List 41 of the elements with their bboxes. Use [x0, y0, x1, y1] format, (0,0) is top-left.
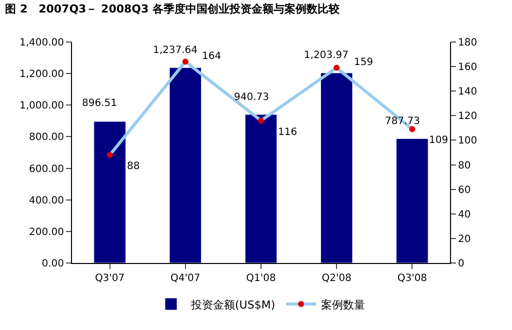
y2-tick-label: 80 [458, 160, 471, 172]
y-tick-label: 1,400.00 [19, 38, 64, 48]
y-tick-label: 600.00 [29, 164, 64, 175]
data-label: 1,237.64 [153, 45, 198, 56]
y2-tick-label: 180 [458, 38, 478, 48]
data-label: 896.51 [82, 98, 117, 109]
y-tick-label: 400.00 [29, 195, 64, 206]
y2-tick-label: 160 [458, 62, 478, 74]
data-label: 787.73 [385, 116, 420, 127]
y2-tick-label: 20 [458, 234, 471, 245]
y2-tick-label: 100 [458, 136, 478, 147]
bar [320, 72, 353, 263]
data-label: 109 [429, 135, 448, 146]
y2-tick-label: 0 [458, 258, 464, 270]
y-tick-label: 1,000.00 [19, 100, 64, 112]
x-tick-label: Q2'08 [322, 273, 352, 284]
y2-tick-label: 120 [458, 111, 478, 122]
bar [169, 67, 202, 263]
chart-title: 图 2 2007Q3－ 2008Q3 各季度中国创业投资金额与案例数比较 [5, 2, 341, 16]
data-label: 940.73 [234, 92, 269, 103]
data-label: 164 [202, 51, 222, 62]
data-label: 116 [278, 127, 298, 138]
y-tick-label: 200.00 [29, 226, 64, 238]
data-label: 159 [354, 57, 374, 68]
x-tick-label: Q4'07 [170, 273, 200, 284]
data-label: 88 [127, 161, 140, 172]
y2-tick-label: 40 [458, 209, 471, 220]
y2-tick-label: 140 [458, 86, 478, 98]
x-tick-label: Q1'08 [246, 273, 276, 284]
legend-label: 投资金额(US$M) [190, 298, 276, 312]
bar [94, 121, 126, 263]
y-tick-label: 800.00 [29, 132, 64, 144]
y-tick-label: 0.00 [42, 258, 64, 270]
y2-tick-label: 60 [458, 184, 471, 196]
bar [396, 138, 428, 263]
y-tick-label: 1,200.00 [19, 69, 64, 80]
legend-label: 案例数量 [321, 298, 366, 312]
data-label: 1,203.97 [304, 50, 349, 61]
x-tick-label: Q3'08 [397, 273, 428, 284]
x-tick-label: Q3'07 [94, 273, 125, 284]
bar [244, 114, 278, 263]
